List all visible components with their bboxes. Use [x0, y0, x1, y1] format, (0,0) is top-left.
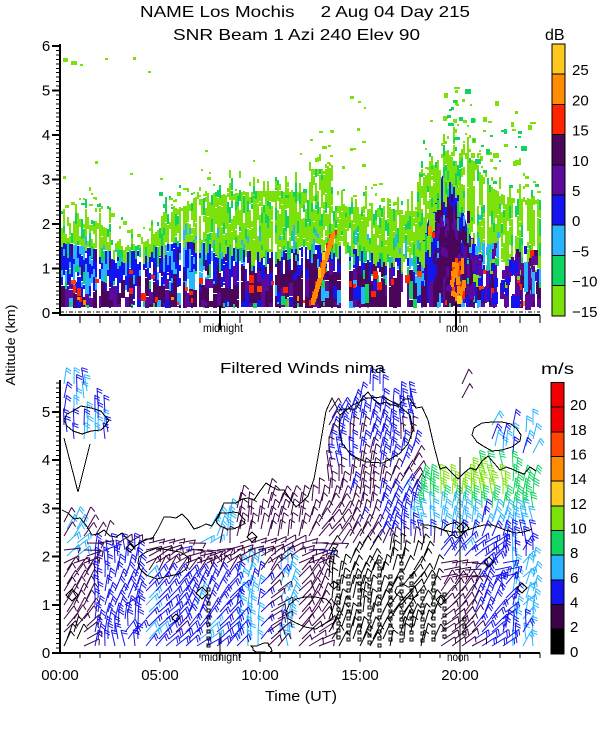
- svg-text:14: 14: [570, 471, 587, 488]
- svg-text:4: 4: [42, 127, 50, 144]
- svg-text:−15: −15: [572, 304, 597, 321]
- svg-text:NAME Los Mochis 2 Aug 04 D: NAME Los Mochis 2 Aug 04 Day 215: [140, 4, 470, 21]
- svg-text:4: 4: [570, 594, 578, 611]
- svg-text:15:00: 15:00: [341, 667, 379, 684]
- svg-text:0: 0: [42, 305, 50, 322]
- svg-text:4: 4: [42, 452, 50, 469]
- svg-text:−5: −5: [572, 243, 589, 260]
- svg-text:SNR Beam 1 Azi 240 Elev 90: SNR Beam 1 Azi 240 Elev 90: [173, 27, 420, 44]
- svg-text:25: 25: [572, 62, 589, 79]
- svg-text:1: 1: [42, 597, 50, 614]
- svg-text:20: 20: [572, 92, 589, 109]
- svg-text:10:00: 10:00: [241, 667, 279, 684]
- svg-text:20: 20: [570, 397, 587, 414]
- svg-text:5: 5: [42, 83, 50, 100]
- svg-text:3: 3: [42, 500, 50, 517]
- svg-text:6: 6: [570, 570, 578, 587]
- svg-text:2: 2: [42, 549, 50, 566]
- svg-text:Filtered Winds nima: Filtered Winds nima: [220, 360, 386, 377]
- svg-text:−10: −10: [572, 274, 597, 291]
- svg-text:12: 12: [570, 496, 587, 513]
- svg-text:m/s: m/s: [541, 361, 574, 378]
- svg-text:5: 5: [572, 183, 580, 200]
- svg-text:2: 2: [570, 619, 578, 636]
- svg-text:Altitude (km): Altitude (km): [3, 305, 18, 386]
- svg-text:0: 0: [42, 645, 50, 662]
- svg-text:8: 8: [570, 545, 578, 562]
- svg-text:00:00: 00:00: [41, 667, 79, 684]
- svg-text:15: 15: [572, 123, 589, 140]
- svg-text:0: 0: [570, 644, 578, 661]
- svg-text:6: 6: [42, 38, 50, 55]
- svg-text:1: 1: [42, 261, 50, 278]
- svg-text:3: 3: [42, 172, 50, 189]
- svg-text:5: 5: [42, 404, 50, 421]
- svg-text:10: 10: [572, 153, 589, 170]
- svg-text:16: 16: [570, 446, 587, 463]
- svg-text:Time (UT): Time (UT): [265, 688, 337, 705]
- svg-text:0: 0: [572, 213, 580, 230]
- svg-text:20:00: 20:00: [441, 667, 479, 684]
- svg-text:dB: dB: [545, 27, 565, 44]
- svg-text:05:00: 05:00: [141, 667, 179, 684]
- svg-text:10: 10: [570, 520, 587, 537]
- svg-text:midnight: midnight: [203, 321, 244, 335]
- svg-text:18: 18: [570, 422, 587, 439]
- svg-text:2: 2: [42, 216, 50, 233]
